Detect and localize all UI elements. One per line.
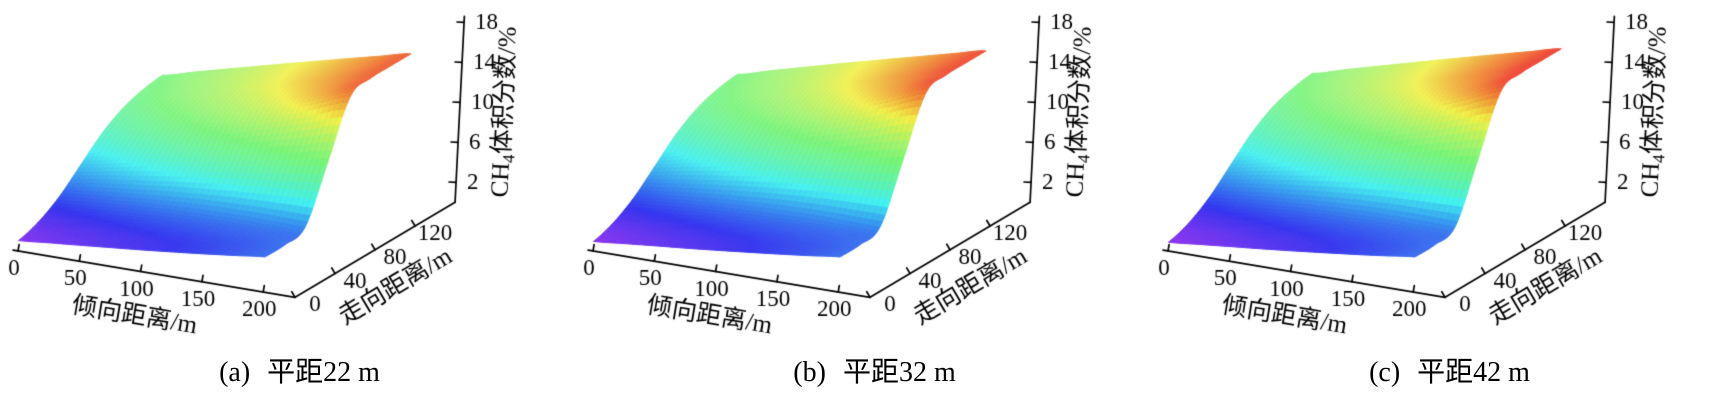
caption-text-b: 平距32 m bbox=[842, 356, 956, 388]
panel-caption-b: (b) 平距32 m bbox=[587, 336, 1162, 409]
surface-panel-c: (c) 平距42 m bbox=[1150, 0, 1725, 409]
caption-index-c: (c) bbox=[1369, 356, 1401, 388]
caption-index-a: (a) bbox=[219, 356, 251, 388]
surface-plot-canvas-c bbox=[1150, 0, 1725, 336]
panel-caption-a: (a) 平距22 m bbox=[12, 336, 587, 409]
surface-panel-a: (a) 平距22 m bbox=[0, 0, 575, 409]
surface-panel-b: (b) 平距32 m bbox=[575, 0, 1150, 409]
caption-text-a: 平距22 m bbox=[267, 356, 380, 388]
caption-index-b: (b) bbox=[793, 356, 826, 388]
caption-text-c: 平距42 m bbox=[1417, 356, 1530, 388]
surface-plot-canvas-b bbox=[575, 0, 1150, 336]
surface-plot-canvas-a bbox=[0, 0, 575, 336]
panel-caption-c: (c) 平距42 m bbox=[1162, 336, 1726, 409]
